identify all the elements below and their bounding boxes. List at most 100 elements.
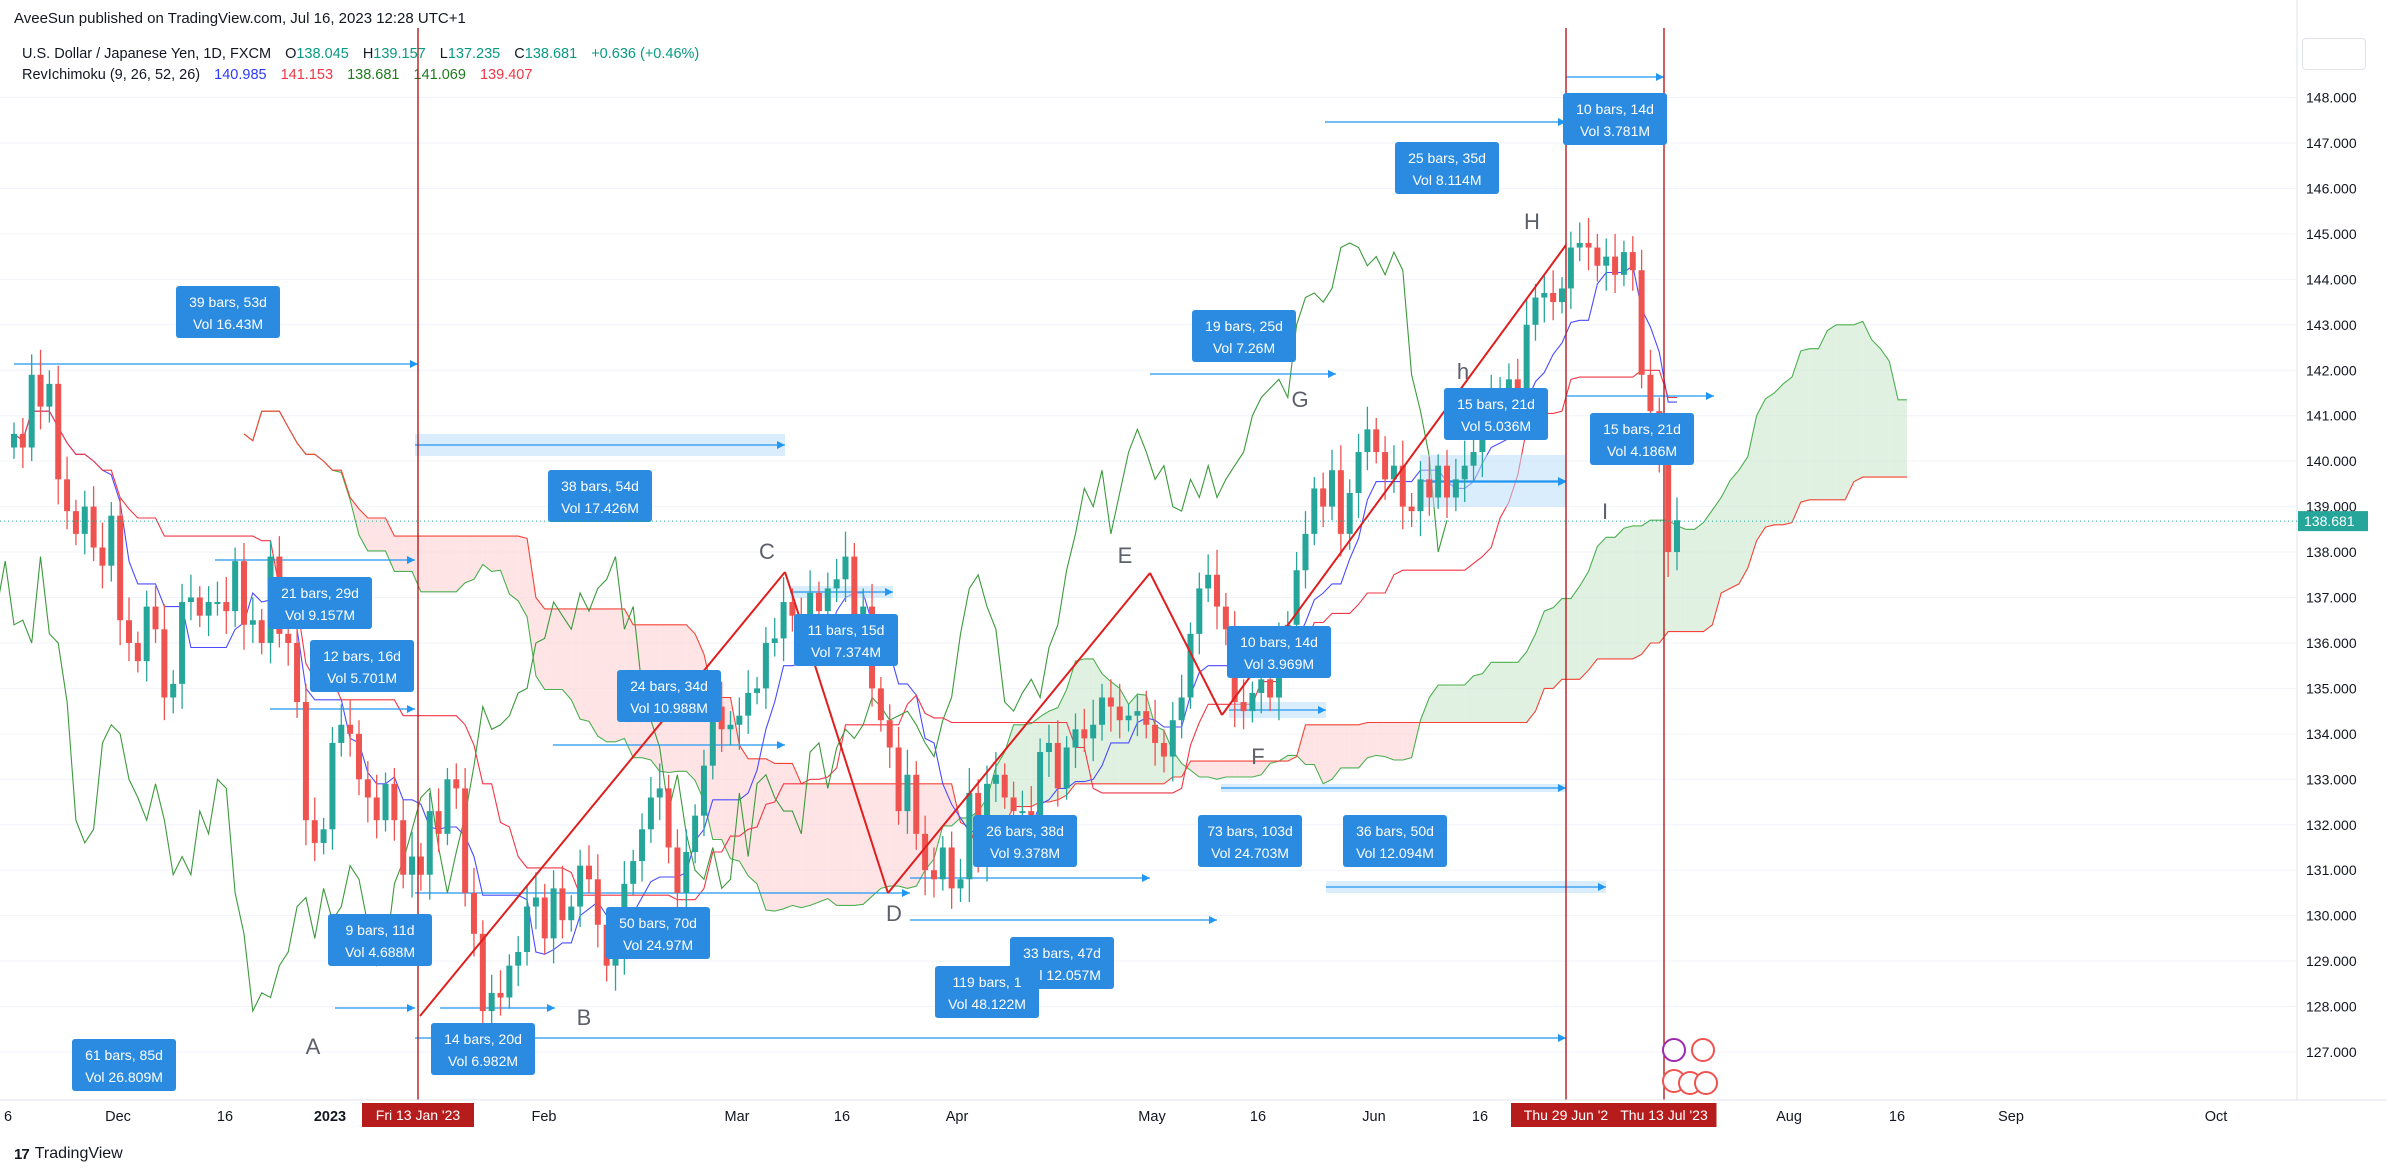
tradingview-logo[interactable]: 17 TradingView	[14, 1145, 123, 1163]
candle-body	[1329, 470, 1336, 507]
candle-body	[285, 633, 292, 643]
price-tick-label: 128.000	[2306, 999, 2357, 1015]
cloud-segment	[872, 783, 881, 897]
measure-label: 73 bars, 103d Vol 24.703M	[1198, 815, 1302, 867]
ichimoku-cloud	[243, 321, 1907, 912]
cloud-segment	[1880, 348, 1890, 478]
time-tick-label: 16	[1472, 1109, 1488, 1125]
candle-body	[1099, 697, 1106, 725]
time-tick-label: Dec	[105, 1109, 131, 1125]
candle-body	[727, 724, 734, 730]
range-arrow-head	[1318, 706, 1326, 714]
cloud-segment	[1597, 537, 1607, 659]
time-tick-label: Apr	[946, 1109, 969, 1125]
candle-body	[1364, 429, 1371, 453]
cloud-segment	[1756, 398, 1766, 541]
measure-vol-text: Vol 5.701M	[327, 670, 397, 686]
cloud-segment	[597, 608, 607, 742]
range-arrow-head	[1706, 392, 1714, 400]
range-arrow-head	[777, 741, 785, 749]
candle-body	[718, 706, 725, 730]
price-tick-label: 138.000	[2306, 544, 2357, 560]
cloud-segment	[1898, 399, 1907, 478]
candle-body	[1461, 465, 1468, 480]
candle-body	[55, 383, 62, 480]
cloud-segment	[757, 758, 766, 910]
trend-line	[1149, 572, 1223, 716]
measure-label: 24 bars, 34d Vol 10.988M	[617, 670, 721, 722]
event-flag-icon	[1662, 1038, 1686, 1062]
cloud-segment	[1500, 662, 1509, 723]
cloud-segment	[1508, 662, 1518, 723]
measure-label: 36 bars, 50d Vol 12.094M	[1343, 815, 1447, 867]
price-tick-label: 148.000	[2306, 90, 2357, 106]
wave-label-B: B	[577, 1005, 592, 1030]
time-tick-label: 16	[834, 1109, 850, 1125]
cloud-segment	[827, 783, 837, 906]
candle-body	[833, 579, 840, 589]
cloud-segment	[1367, 722, 1377, 758]
cloud-segment	[721, 697, 731, 859]
wave-label-I: I	[1602, 499, 1608, 524]
candle-body	[294, 642, 301, 703]
tenkan-value: 140.985	[214, 67, 267, 83]
measure-bars-text: 19 bars, 25d	[1205, 318, 1283, 334]
time-tick-label: Sep	[1998, 1109, 2024, 1125]
range-arrow-head	[410, 360, 418, 368]
cloud-segment	[1438, 684, 1448, 723]
candle-body	[709, 706, 716, 766]
candle-body	[302, 702, 309, 821]
date-marker-label: Fri 13 Jan '23	[376, 1107, 461, 1123]
candle-body	[939, 847, 946, 880]
measure-vol-text: Vol 9.157M	[285, 607, 355, 623]
price-tick-label: 137.000	[2306, 590, 2357, 606]
date-marker-label: Thu 29 Jun '2	[1524, 1107, 1609, 1123]
cloud-segment	[1747, 415, 1757, 568]
candle-body	[957, 879, 964, 889]
candle-body	[329, 742, 336, 830]
cloud-segment	[1084, 658, 1094, 784]
wave-label-C: C	[759, 539, 775, 564]
candle-body	[1638, 270, 1645, 375]
cloud-segment	[509, 536, 519, 601]
candle-body	[524, 906, 531, 953]
candle-body	[223, 602, 230, 612]
symbol-name[interactable]: U.S. Dollar / Japanese Yen, 1D, FXCM	[22, 46, 272, 62]
measure-label: 25 bars, 35d Vol 8.114M	[1395, 142, 1499, 194]
price-axis: 127.000 128.000 129.000 130.000 131.000 132.0…	[0, 0, 2387, 1101]
measure-label: 12 bars, 16d Vol 5.701M	[310, 640, 414, 692]
measure-label-box	[1198, 815, 1302, 867]
cloud-segment	[1765, 392, 1775, 528]
publisher-caption: AveeSun published on TradingView.com, Ju…	[14, 10, 466, 27]
cloud-segment	[1172, 750, 1182, 778]
price-tick-label: 133.000	[2306, 771, 2357, 787]
price-tick-label: 140.000	[2306, 453, 2357, 469]
candle-body	[1169, 720, 1176, 757]
cloud-segment	[1234, 761, 1244, 778]
candle-body	[594, 879, 601, 925]
measure-label-box	[1192, 310, 1296, 362]
time-tick-label: 16	[1250, 1109, 1266, 1125]
wave-labels: A B C D E F G Hh I	[306, 209, 1608, 1059]
candle-body	[462, 788, 469, 893]
measure-label: 15 bars, 21d Vol 5.036M	[1444, 388, 1548, 440]
candle-body	[479, 933, 486, 1012]
candle-body	[117, 515, 124, 621]
measure-bars-text: 33 bars, 47d	[1023, 945, 1101, 961]
candle-body	[1337, 470, 1344, 534]
measure-vol-text: Vol 12.057M	[1023, 967, 1101, 983]
indicator-name[interactable]: RevIchimoku (9, 26, 52, 26)	[22, 67, 201, 83]
measure-vol-text: Vol 26.809M	[85, 1069, 163, 1085]
candle-body	[240, 561, 247, 625]
wave-label-F: F	[1251, 744, 1264, 769]
candle-body	[1116, 706, 1123, 721]
time-axis: 6 Dec 16 2023 Feb Mar 16 Apr May 16 Jun 16 Aug 16 Sep O…	[4, 1109, 2227, 1125]
cloud-segment	[942, 783, 952, 826]
measure-vol-text: Vol 7.374M	[811, 644, 881, 660]
range-arrow-head	[1558, 1034, 1566, 1042]
candle-body	[1187, 633, 1194, 698]
cloud-segment	[1774, 383, 1784, 525]
chart-settings-box[interactable]	[2302, 38, 2366, 70]
candle-body	[559, 888, 566, 921]
